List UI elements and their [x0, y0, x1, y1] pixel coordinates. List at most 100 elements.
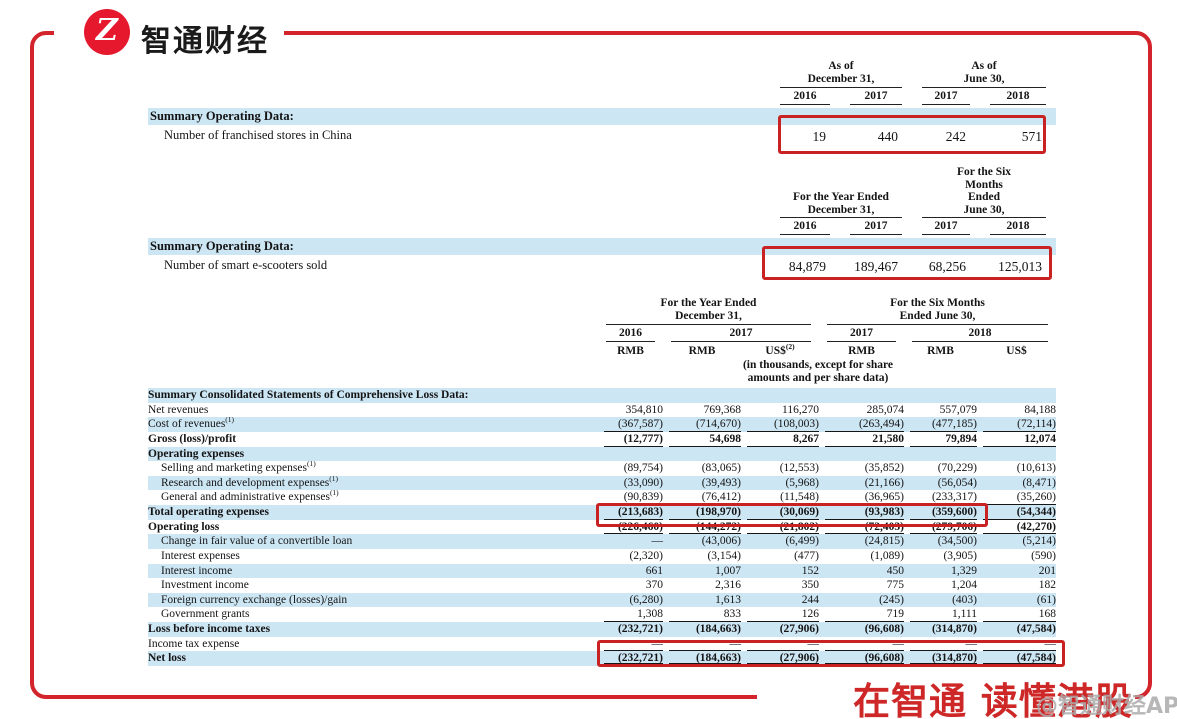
cell-fy2017-rmb: (144,272)	[669, 520, 741, 535]
row-label: Number of smart e-scooters sold	[164, 258, 328, 272]
cell-fy2017-rmb: 2,316	[715, 579, 741, 592]
table-row: Net revenues 354,810 769,368 116,270 285…	[148, 403, 1056, 418]
group-as-of-jun30: As of June 30,	[912, 60, 1056, 88]
table-row: Government grants 1,308 833 126 719 1,11…	[148, 607, 1056, 622]
cell-fy2017-rmb: (198,970)	[669, 505, 741, 520]
cell-6m2018-usd: (47,584)	[1016, 623, 1056, 635]
cell-6m2018-usd: (72,114)	[983, 417, 1056, 432]
cell-6m2018-rmb: —	[910, 637, 977, 652]
cell-fy2017-usd: (11,548)	[747, 490, 819, 505]
cell-6m2018-usd: (61)	[1036, 593, 1056, 606]
cell-fy2016-rmb: 354,810	[625, 403, 663, 416]
row-label: Total operating expenses	[148, 506, 269, 518]
table-row: Summary Consolidated Statements of Compr…	[148, 388, 1056, 403]
table-row: Loss before income taxes (232,721) (184,…	[148, 622, 1056, 637]
scooters-data-row: Number of smart e-scooters sold 84,879 1…	[148, 255, 1056, 275]
cell-fy2017-rmb: (714,670)	[669, 417, 741, 432]
cell-6m2018-rmb: (233,317)	[910, 490, 977, 505]
table-row: Change in fair value of a convertible lo…	[148, 534, 1056, 549]
cell-fy2017-rmb: 833	[669, 607, 741, 622]
cell-fy2017-usd: 116,270	[782, 403, 819, 416]
row-label: Selling and marketing expenses(1)	[161, 461, 316, 475]
row-label: Net loss	[148, 652, 187, 665]
cell-fy2017-rmb	[669, 388, 741, 403]
group-year-ended-dec31: For the Year Ended December 31,	[770, 191, 912, 218]
row-label: Change in fair value of a convertible lo…	[161, 535, 353, 548]
cell-fy2017-rmb: 769,368	[703, 403, 741, 416]
financials-table-body: Summary Consolidated Statements of Compr…	[148, 388, 1056, 666]
cell-6m2017-rmb: 450	[886, 564, 904, 577]
cell-6m2018-usd: 84,188	[1024, 403, 1056, 416]
cell-6m2018-usd: (35,260)	[983, 490, 1056, 505]
cell-fy2017-rmb	[669, 447, 741, 462]
cell-fy2016-rmb: (367,587)	[604, 417, 663, 432]
stores-table: As of December 31, As of June 30, 2016 2…	[148, 60, 1056, 145]
cell-fy2017-rmb: 1,613	[715, 593, 741, 606]
cell-fy2017-usd: 152	[801, 564, 819, 577]
table-row: General and administrative expenses(1) (…	[148, 490, 1056, 505]
cell-6m2017-rmb: —	[825, 637, 904, 652]
cell-6m2018-usd: (47,584)	[983, 651, 1056, 666]
table-row: Interest expenses (2,320) (3,154) (477) …	[148, 549, 1056, 564]
units-note: (in thousands, except for share amounts …	[742, 359, 894, 384]
section-summary-operating-data: Summary Operating Data:	[148, 108, 1056, 125]
group-as-of-dec31: As of December 31,	[770, 60, 912, 88]
cell-fy2017-rmb: (184,663)	[695, 623, 741, 635]
cell-6m2018-rmb: (56,054)	[937, 476, 977, 489]
cell-6m2018-rmb: (279,706)	[910, 520, 977, 535]
cell-6m2018-rmb: (359,600)	[910, 505, 977, 520]
cell-fy2016-rmb: 370	[645, 579, 663, 592]
cell-fy2017-usd: 126	[747, 607, 819, 622]
section-summary-operating-data: Summary Operating Data:	[148, 238, 1056, 255]
cell-fy2017-usd: (21,802)	[747, 520, 819, 535]
cell-6m2018-usd: (42,270)	[983, 520, 1056, 535]
cell-fy2016-rmb: (6,280)	[629, 593, 663, 606]
cell-6m2017-rmb: 285,074	[866, 403, 904, 416]
cell-6m2017-rmb: (21,166)	[864, 476, 904, 489]
cell-fy2017-usd: (108,003)	[747, 417, 819, 432]
cell-6m2018-usd: (590)	[1031, 549, 1056, 562]
zhitong-logo-icon: Z	[84, 9, 130, 55]
red-frame-border	[30, 31, 1152, 699]
cell-6m2017-rmb: (35,852)	[864, 462, 904, 475]
cell-6m2017-rmb: (72,403)	[825, 520, 904, 535]
financials-table: For the Year Ended December 31, For the …	[148, 297, 1056, 666]
cell-6m2018-rmb: (403)	[952, 593, 977, 606]
row-label: Cost of revenues(1)	[148, 417, 235, 431]
cell-fy2017-usd: (27,906)	[747, 651, 819, 666]
cell-6m2017-rmb: (96,608)	[864, 623, 904, 635]
cell-6m2017-rmb: (36,965)	[825, 490, 904, 505]
stores-data-row: Number of franchised stores in China 19 …	[148, 125, 1056, 145]
cell-fy2016-rmb: (89,754)	[623, 462, 663, 475]
row-label: Investment income	[161, 579, 249, 592]
group-six-months-jun30: For the Six Months Ended June 30,	[819, 297, 1056, 325]
cell-fy2017-usd: (30,069)	[747, 505, 819, 520]
cell-fy2016-rmb: —	[651, 535, 664, 548]
cell-6m2017-rmb: 775	[886, 579, 904, 592]
cell-6m2018-usd: (10,613)	[1016, 462, 1056, 475]
financials-group-header: For the Year Ended December 31, For the …	[148, 297, 1056, 325]
cell-6m2018-usd	[983, 388, 1056, 403]
brand-name: 智通财经	[141, 24, 269, 59]
row-label: Research and development expenses(1)	[161, 475, 339, 489]
cell-6m2018-usd: 182	[1038, 579, 1056, 592]
scooters-table: For the Year Ended December 31, For the …	[148, 166, 1056, 275]
row-label: Income tax expense	[148, 637, 240, 650]
cell-6m2018-rmb: (314,870)	[931, 623, 977, 635]
cell-fy2017-rmb: 1,007	[715, 564, 741, 577]
cell-6m2018-rmb: 1,204	[951, 579, 977, 592]
scooters-group-header: For the Year Ended December 31, For the …	[148, 166, 1056, 218]
cell-fy2017-rmb: (39,493)	[701, 476, 741, 489]
cell-fy2017-usd	[747, 388, 819, 403]
cell-6m2018-usd: (54,344)	[983, 505, 1056, 520]
row-label: Interest expenses	[161, 549, 240, 562]
cell-fy2017-rmb: (3,154)	[707, 549, 741, 562]
cell-6m2017-rmb: (1,089)	[870, 549, 904, 562]
cell-6m2018-rmb: 79,894	[910, 432, 977, 447]
stores-group-header: As of December 31, As of June 30,	[148, 60, 1056, 88]
cell-fy2017-rmb: (184,663)	[669, 651, 741, 666]
row-label: Summary Consolidated Statements of Compr…	[148, 389, 469, 401]
cell-fy2016-rmb: —	[604, 637, 663, 652]
cell-fy2017-usd: 8,267	[747, 432, 819, 447]
cell-fy2016-rmb	[604, 388, 663, 403]
